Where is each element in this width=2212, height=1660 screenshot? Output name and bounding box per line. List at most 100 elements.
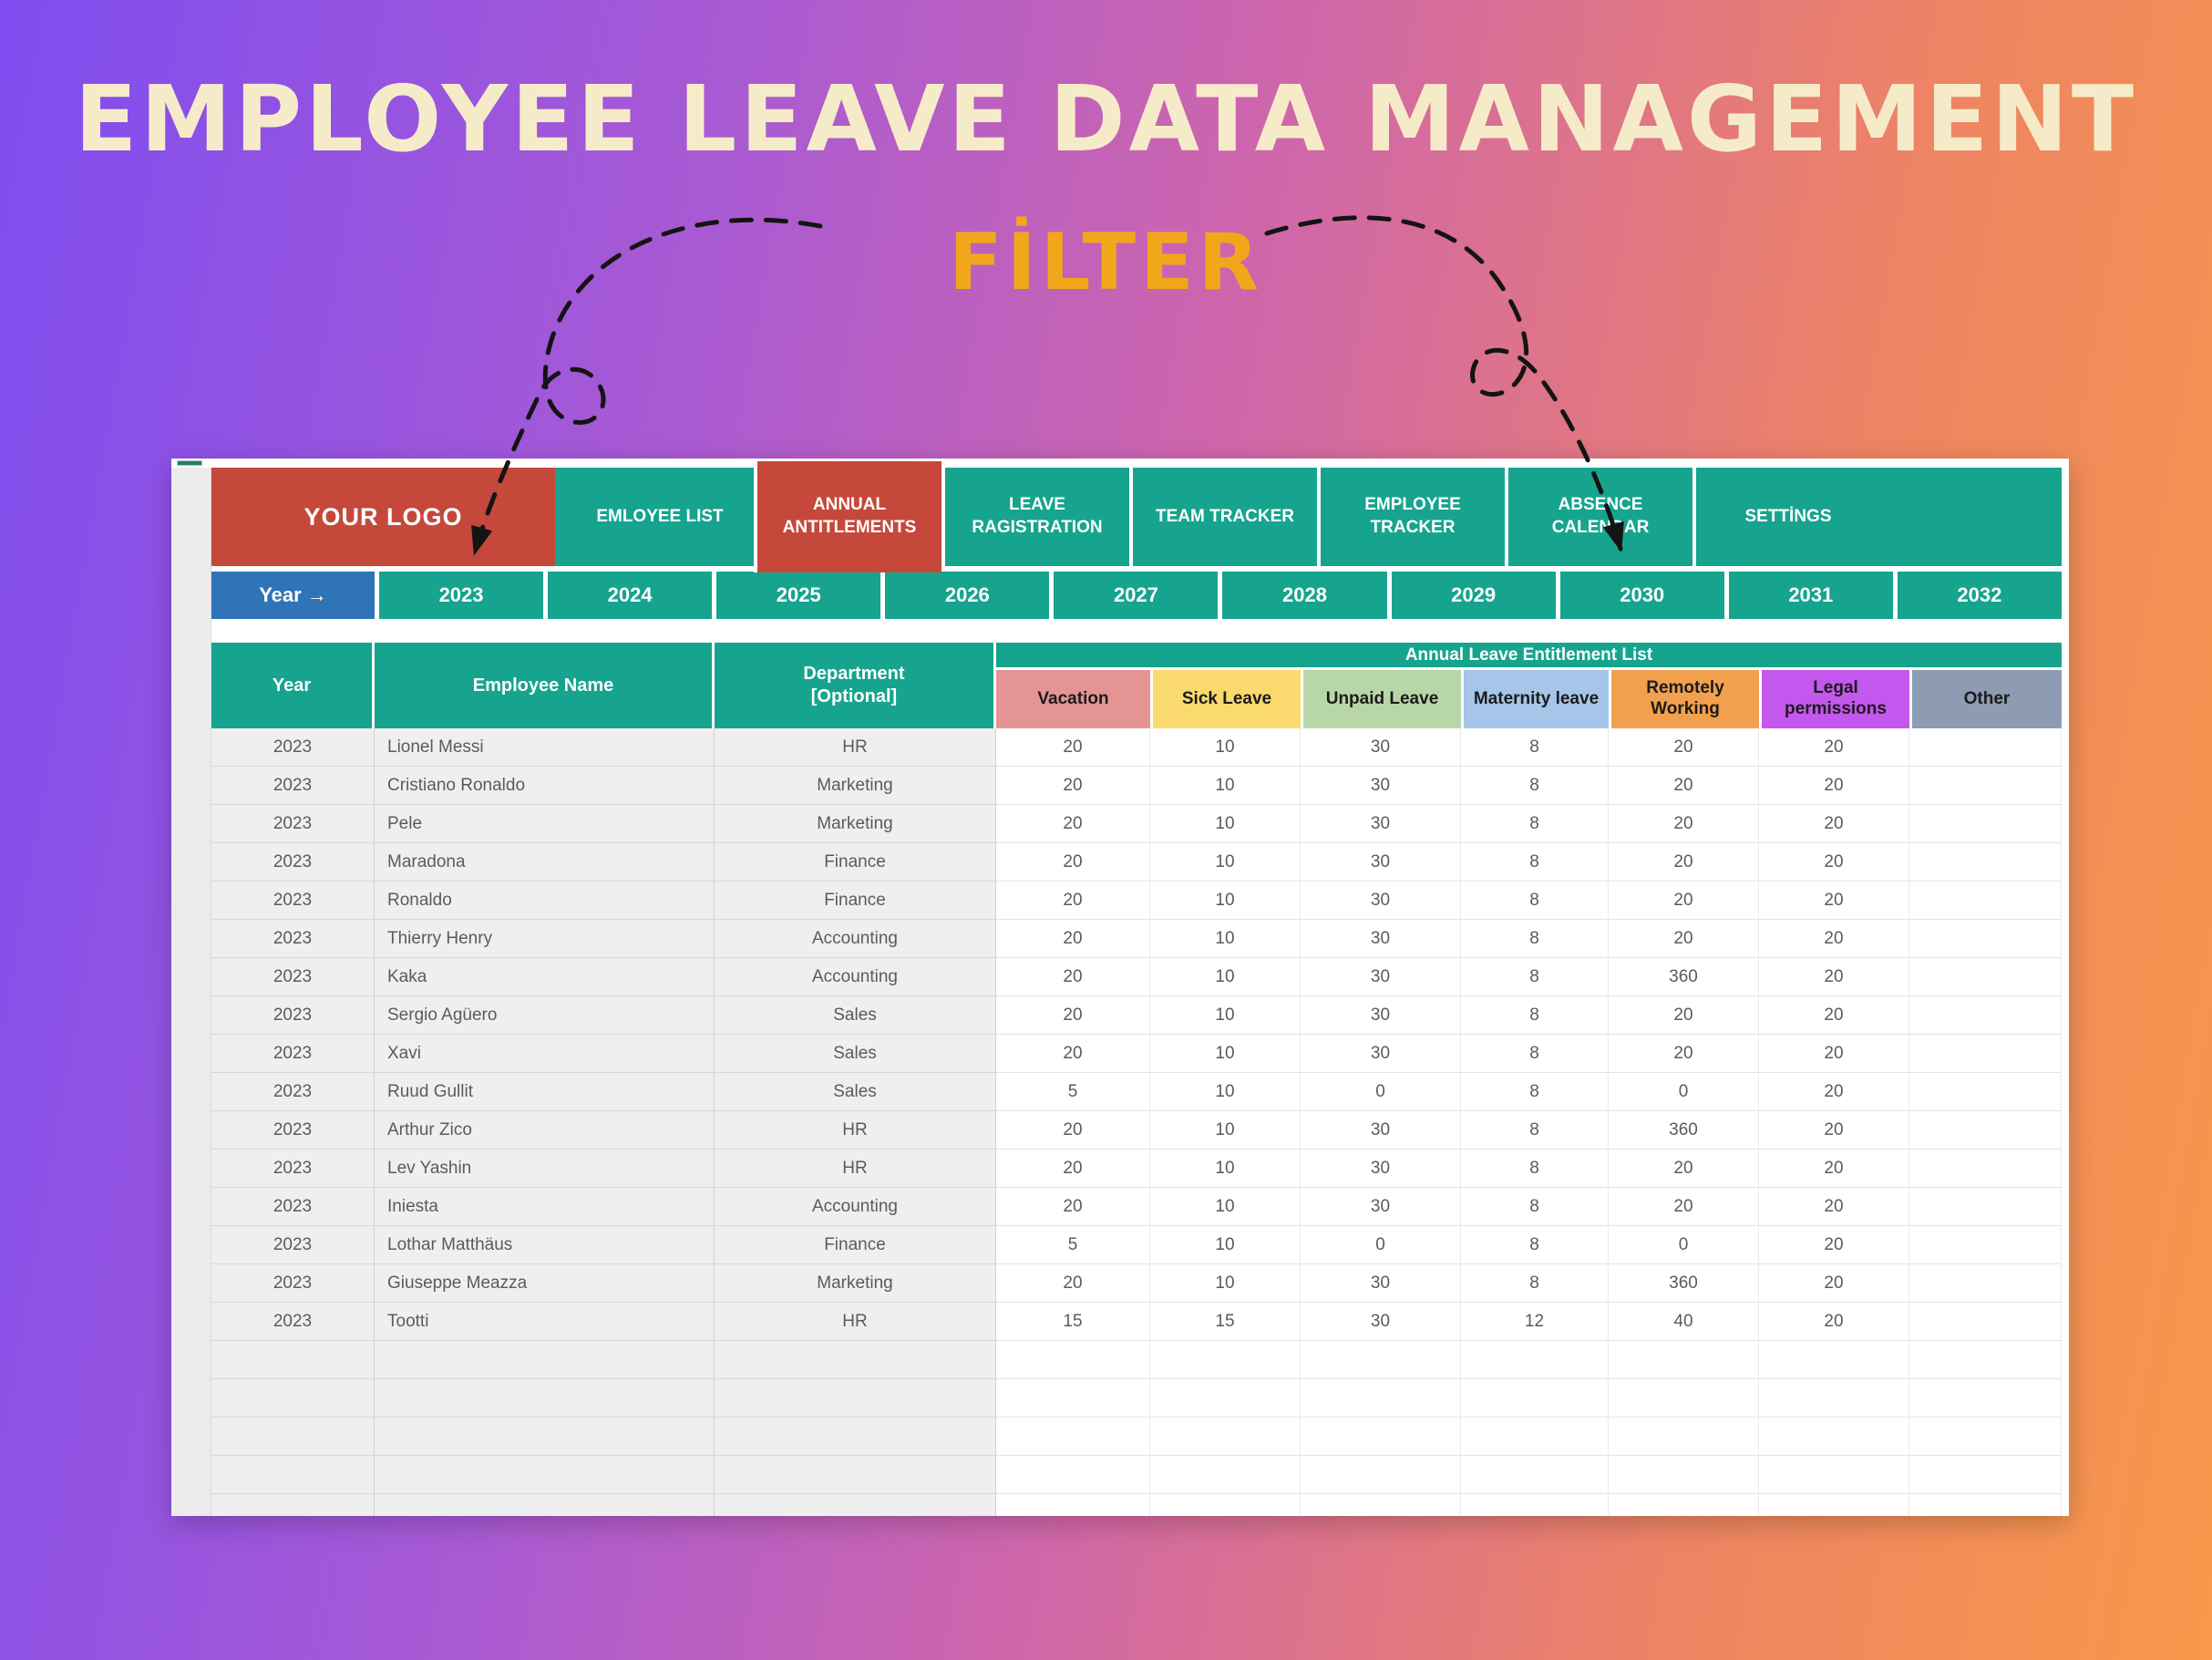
- year-cell[interactable]: 2023: [211, 958, 375, 996]
- employee-name-cell[interactable]: Cristiano Ronaldo: [375, 767, 715, 805]
- remotely-working-cell[interactable]: 20: [1609, 920, 1759, 958]
- year-cell[interactable]: 2023: [211, 1188, 375, 1226]
- year-cell[interactable]: 2023: [211, 882, 375, 920]
- sick-leave-cell[interactable]: 10: [1150, 1150, 1301, 1188]
- vacation-cell[interactable]: [996, 1456, 1150, 1494]
- department-cell[interactable]: Accounting: [715, 958, 996, 996]
- sick-leave-cell[interactable]: 10: [1150, 843, 1301, 882]
- year-cell[interactable]: 2023: [211, 843, 375, 882]
- year-cell[interactable]: [211, 1494, 375, 1516]
- unpaid-leave-cell[interactable]: 30: [1301, 1150, 1461, 1188]
- vacation-cell[interactable]: 20: [996, 843, 1150, 882]
- legal-permissions-cell[interactable]: 20: [1759, 1264, 1909, 1303]
- legal-permissions-cell[interactable]: 20: [1759, 1303, 1909, 1341]
- department-cell[interactable]: Finance: [715, 843, 996, 882]
- legal-permissions-cell[interactable]: 20: [1759, 1188, 1909, 1226]
- year-tab-2028[interactable]: 2028: [1222, 572, 1387, 619]
- vacation-cell[interactable]: [996, 1494, 1150, 1516]
- nav-tab-leave-ragistration[interactable]: LEAVE RAGISTRATION: [941, 468, 1129, 566]
- vacation-cell[interactable]: 20: [996, 767, 1150, 805]
- sick-leave-cell[interactable]: 10: [1150, 1073, 1301, 1111]
- sick-leave-cell[interactable]: 10: [1150, 805, 1301, 843]
- legal-permissions-cell[interactable]: 20: [1759, 1035, 1909, 1073]
- year-cell[interactable]: 2023: [211, 728, 375, 767]
- remotely-working-cell[interactable]: [1609, 1494, 1759, 1516]
- column-header-maternity-leave[interactable]: Maternity leave: [1461, 670, 1609, 728]
- unpaid-leave-cell[interactable]: 0: [1301, 1073, 1461, 1111]
- column-header-department[interactable]: Department [Optional]: [715, 643, 996, 728]
- legal-permissions-cell[interactable]: 20: [1759, 1150, 1909, 1188]
- year-cell[interactable]: 2023: [211, 1303, 375, 1341]
- legal-permissions-cell[interactable]: 20: [1759, 805, 1909, 843]
- sick-leave-cell[interactable]: [1150, 1379, 1301, 1418]
- nav-tab-emloyee-list[interactable]: EMLOYEE LIST: [566, 468, 754, 566]
- other-cell[interactable]: [1909, 1188, 2062, 1226]
- department-cell[interactable]: Finance: [715, 882, 996, 920]
- legal-permissions-cell[interactable]: 20: [1759, 843, 1909, 882]
- year-cell[interactable]: 2023: [211, 1073, 375, 1111]
- maternity-leave-cell[interactable]: 8: [1461, 1035, 1609, 1073]
- year-cell[interactable]: 2023: [211, 920, 375, 958]
- other-cell[interactable]: [1909, 1494, 2062, 1516]
- other-cell[interactable]: [1909, 882, 2062, 920]
- department-cell[interactable]: Finance: [715, 1226, 996, 1264]
- nav-tab-setti-ngs[interactable]: SETTİNGS: [1692, 468, 1880, 566]
- year-tab-2023[interactable]: 2023: [379, 572, 544, 619]
- year-tab-2025[interactable]: 2025: [716, 572, 881, 619]
- unpaid-leave-cell[interactable]: 30: [1301, 882, 1461, 920]
- maternity-leave-cell[interactable]: 8: [1461, 1150, 1609, 1188]
- legal-permissions-cell[interactable]: 20: [1759, 767, 1909, 805]
- department-cell[interactable]: [715, 1494, 996, 1516]
- nav-tab-annual-antitlements[interactable]: ANNUAL ANTITLEMENTS: [754, 461, 941, 572]
- year-cell[interactable]: [211, 1456, 375, 1494]
- other-cell[interactable]: [1909, 1456, 2062, 1494]
- maternity-leave-cell[interactable]: 8: [1461, 1264, 1609, 1303]
- unpaid-leave-cell[interactable]: 30: [1301, 1188, 1461, 1226]
- legal-permissions-cell[interactable]: 20: [1759, 1111, 1909, 1150]
- remotely-working-cell[interactable]: [1609, 1341, 1759, 1379]
- year-tab-2026[interactable]: 2026: [885, 572, 1050, 619]
- maternity-leave-cell[interactable]: 8: [1461, 1073, 1609, 1111]
- employee-name-cell[interactable]: Sergio Agüero: [375, 996, 715, 1035]
- other-cell[interactable]: [1909, 1035, 2062, 1073]
- vacation-cell[interactable]: 5: [996, 1073, 1150, 1111]
- legal-permissions-cell[interactable]: 20: [1759, 1226, 1909, 1264]
- year-cell[interactable]: 2023: [211, 996, 375, 1035]
- other-cell[interactable]: [1909, 767, 2062, 805]
- unpaid-leave-cell[interactable]: [1301, 1379, 1461, 1418]
- unpaid-leave-cell[interactable]: 30: [1301, 767, 1461, 805]
- sick-leave-cell[interactable]: [1150, 1341, 1301, 1379]
- employee-name-cell[interactable]: Giuseppe Meazza: [375, 1264, 715, 1303]
- employee-name-cell[interactable]: Tootti: [375, 1303, 715, 1341]
- nav-tab-absence-calendar[interactable]: ABSENCE CALENDAR: [1505, 468, 1692, 566]
- nav-tab-team-tracker[interactable]: TEAM TRACKER: [1129, 468, 1317, 566]
- remotely-working-cell[interactable]: [1609, 1379, 1759, 1418]
- unpaid-leave-cell[interactable]: 30: [1301, 920, 1461, 958]
- department-cell[interactable]: Sales: [715, 996, 996, 1035]
- nav-tab-employee-tracker[interactable]: EMPLOYEE TRACKER: [1317, 468, 1505, 566]
- sick-leave-cell[interactable]: 10: [1150, 1264, 1301, 1303]
- employee-name-cell[interactable]: Thierry Henry: [375, 920, 715, 958]
- year-cell[interactable]: [211, 1379, 375, 1418]
- department-cell[interactable]: [715, 1456, 996, 1494]
- vacation-cell[interactable]: 20: [996, 728, 1150, 767]
- year-cell[interactable]: 2023: [211, 1264, 375, 1303]
- column-header-unpaid-leave[interactable]: Unpaid Leave: [1301, 670, 1461, 728]
- sick-leave-cell[interactable]: 10: [1150, 1111, 1301, 1150]
- department-cell[interactable]: Marketing: [715, 1264, 996, 1303]
- maternity-leave-cell[interactable]: 8: [1461, 1226, 1609, 1264]
- maternity-leave-cell[interactable]: 8: [1461, 843, 1609, 882]
- remotely-working-cell[interactable]: 0: [1609, 1073, 1759, 1111]
- maternity-leave-cell[interactable]: 8: [1461, 1111, 1609, 1150]
- unpaid-leave-cell[interactable]: [1301, 1341, 1461, 1379]
- maternity-leave-cell[interactable]: 8: [1461, 805, 1609, 843]
- sick-leave-cell[interactable]: [1150, 1418, 1301, 1456]
- employee-name-cell[interactable]: Pele: [375, 805, 715, 843]
- remotely-working-cell[interactable]: 20: [1609, 767, 1759, 805]
- remotely-working-cell[interactable]: 360: [1609, 958, 1759, 996]
- year-cell[interactable]: 2023: [211, 1226, 375, 1264]
- unpaid-leave-cell[interactable]: 30: [1301, 1264, 1461, 1303]
- remotely-working-cell[interactable]: [1609, 1456, 1759, 1494]
- year-cell[interactable]: [211, 1341, 375, 1379]
- maternity-leave-cell[interactable]: [1461, 1494, 1609, 1516]
